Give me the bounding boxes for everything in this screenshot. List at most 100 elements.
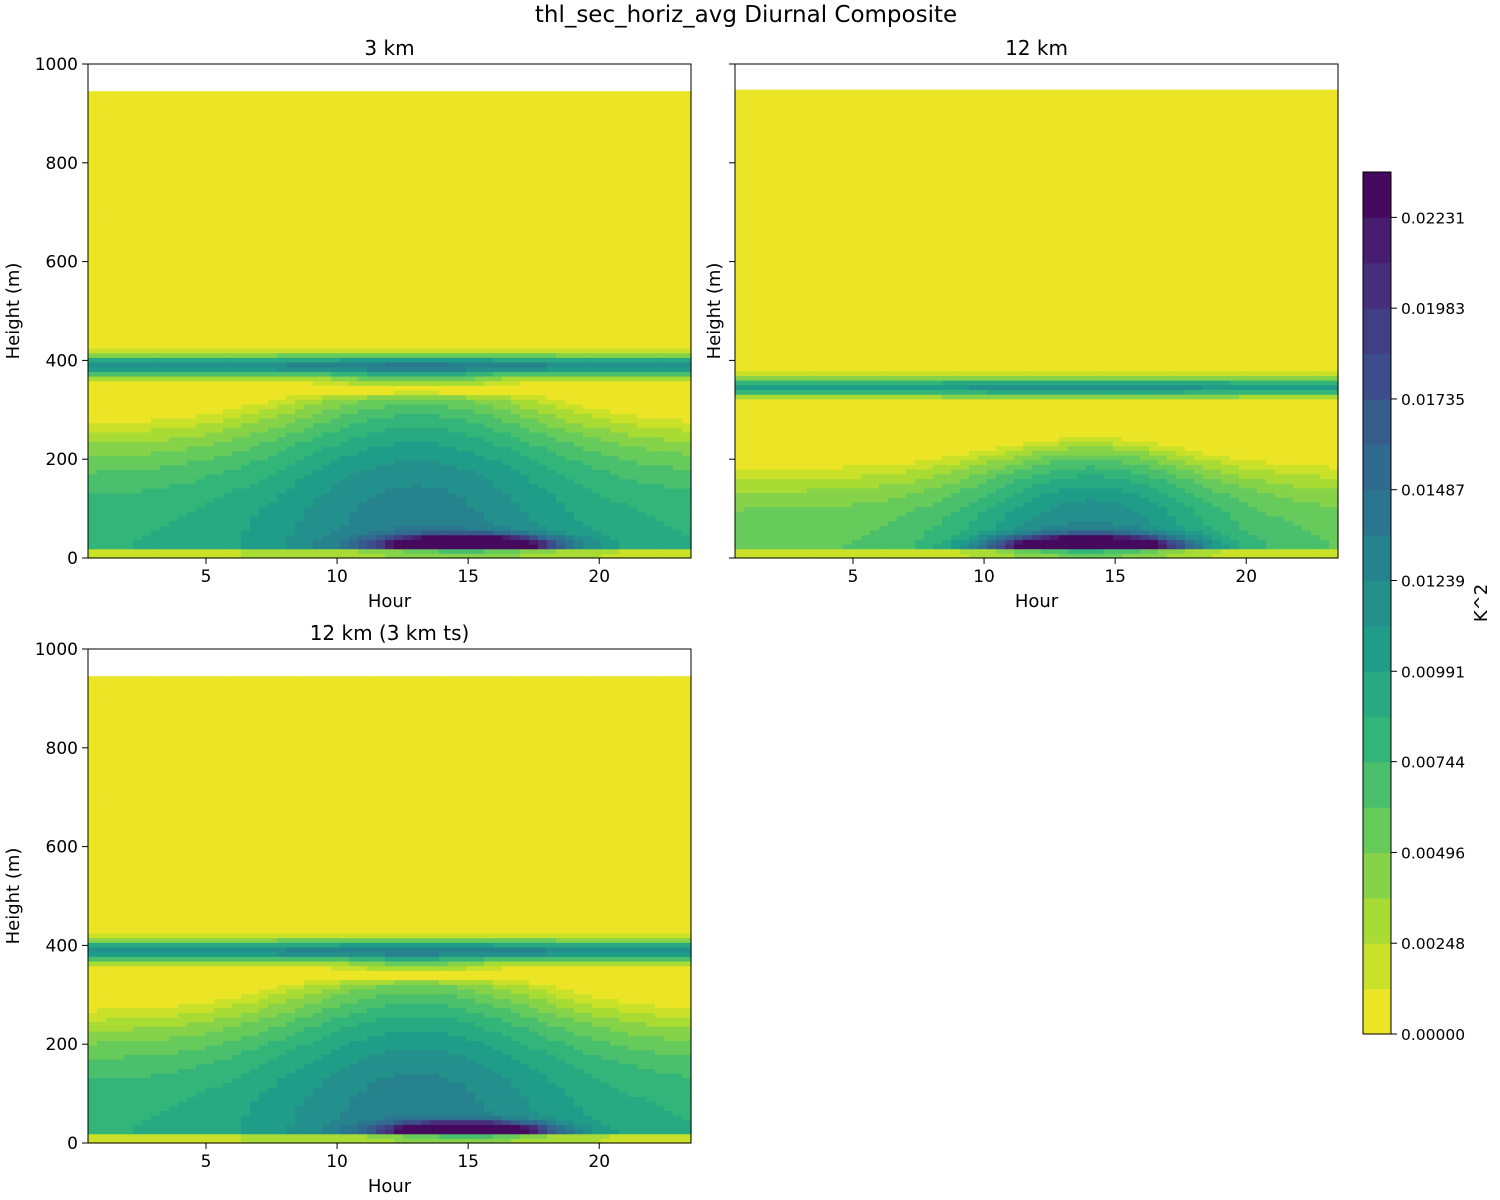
contour-cell [169,334,179,339]
contour-cell [601,493,611,498]
contour-cell [628,278,638,283]
contour-cell [646,255,656,260]
contour-cell [250,516,260,521]
contour-cell [421,399,431,404]
contour-cell [520,213,530,218]
contour-cell [637,213,647,218]
contour-cell [295,474,305,479]
contour-cell [520,245,530,250]
contour-cell [124,301,134,306]
contour-cell [412,315,422,320]
contour-cell [331,385,341,390]
contour-cell [520,474,530,479]
contour-cell [448,418,458,423]
contour-cell [313,427,323,432]
contour-cell [214,437,224,442]
contour-cell [628,283,638,288]
contour-cell [313,306,323,311]
contour-cell [412,497,422,502]
contour-cell [619,367,629,372]
contour-cell [205,264,215,269]
contour-cell [511,460,521,465]
contour-cell [412,217,422,222]
contour-cell [322,353,332,358]
contour-cell [592,511,602,516]
contour-cell [610,395,620,400]
contour-cell [250,390,260,395]
contour-cell [151,362,161,367]
contour-cell [214,395,224,400]
contour-cell [421,231,431,236]
contour-cell [520,357,530,362]
contour-cell [376,479,386,484]
contour-cell [88,329,98,334]
contour-cell [178,343,188,348]
contour-cell [394,390,404,395]
contour-cell [349,460,359,465]
contour-cell [610,521,620,526]
contour-cell [529,441,539,446]
contour-cell [142,231,152,236]
contour-cell [430,297,440,302]
contour-cell [421,269,431,274]
contour-cell [493,511,503,516]
contour-cell [421,521,431,526]
contour-cell [313,395,323,400]
contour-cell [223,507,233,512]
contour-cell [502,362,512,367]
contour-cell [466,245,476,250]
contour-cell [241,549,251,554]
contour-cell [376,231,386,236]
contour-cell [529,343,539,348]
contour-cell [673,241,683,246]
contour-cell [115,297,125,302]
contour-cell [511,544,521,549]
contour-cell [286,283,296,288]
contour-cell [529,259,539,264]
contour-cell [205,334,215,339]
contour-cell [655,311,665,316]
contour-cell [484,292,494,297]
contour-cell [142,245,152,250]
contour-cell [457,483,467,488]
contour-cell [295,385,305,390]
contour-cell [259,441,269,446]
contour-cell [88,530,98,535]
contour-cell [565,474,575,479]
contour-cell [637,306,647,311]
contour-cell [619,222,629,227]
contour-cell [250,521,260,526]
contour-cell [151,451,161,456]
contour-cell [673,222,683,227]
contour-cell [484,287,494,292]
contour-cell [601,516,611,521]
contour-cell [655,530,665,535]
contour-cell [277,409,287,414]
contour-cell [187,208,197,213]
contour-cell [250,525,260,530]
contour-cell [682,376,692,381]
contour-cell [448,511,458,516]
contour-cell [106,469,116,474]
contour-cell [430,222,440,227]
contour-cell [196,479,206,484]
contour-cell [385,287,395,292]
contour-cell [439,353,449,358]
contour-cell [403,357,413,362]
contour-cell [493,222,503,227]
contour-cell [493,432,503,437]
contour-cell [403,539,413,544]
contour-cell [349,217,359,222]
contour-cell [142,399,152,404]
contour-cell [196,544,206,549]
contour-cell [475,432,485,437]
contour-cell [367,371,377,376]
contour-cell [349,446,359,451]
contour-cell [439,437,449,442]
contour-cell [457,469,467,474]
contour-cell [160,437,170,442]
contour-cell [448,507,458,512]
contour-cell [169,385,179,390]
contour-cell [682,530,692,535]
contour-cell [655,497,665,502]
